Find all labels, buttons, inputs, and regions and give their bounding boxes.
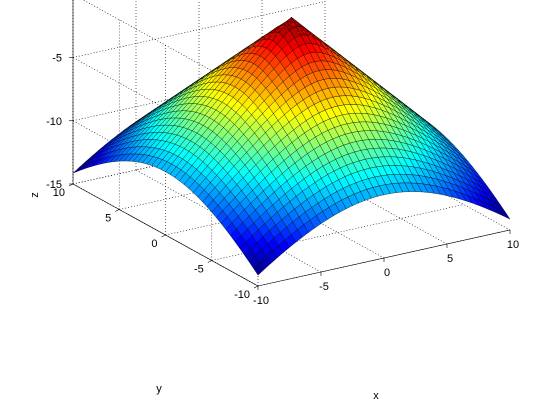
z-tick-label: -5: [52, 53, 62, 65]
x-axis-label: x: [373, 390, 379, 402]
y-tick-label: 5: [105, 213, 111, 225]
z-tick-label: -10: [46, 116, 62, 128]
y-tick-label: -5: [194, 264, 204, 276]
y-axis-label: y: [156, 383, 162, 395]
y-tick-label: -10: [234, 289, 250, 301]
x-tick-label: 10: [507, 239, 519, 251]
y-tick-label: 10: [53, 187, 65, 199]
surface-mesh: [72, 16, 511, 276]
z-axis-label: z: [29, 192, 41, 198]
x-tick-label: -10: [253, 295, 269, 307]
z-tick-label: -15: [46, 179, 62, 191]
grid-line-y-floor: [211, 204, 464, 261]
y-tick-mark: [207, 260, 212, 263]
y-tick-mark: [115, 209, 120, 212]
y-tick-mark: [161, 234, 166, 238]
y-tick-label: 0: [151, 238, 157, 250]
y-tick-mark: [68, 183, 74, 187]
z-tick-label: 0: [56, 0, 62, 1]
x-tick-label: -5: [319, 281, 329, 293]
surface-face: [498, 208, 511, 220]
x-tick-label: 0: [384, 267, 390, 279]
x-tick-label: 5: [447, 253, 453, 265]
y-tick-mark: [253, 285, 259, 289]
